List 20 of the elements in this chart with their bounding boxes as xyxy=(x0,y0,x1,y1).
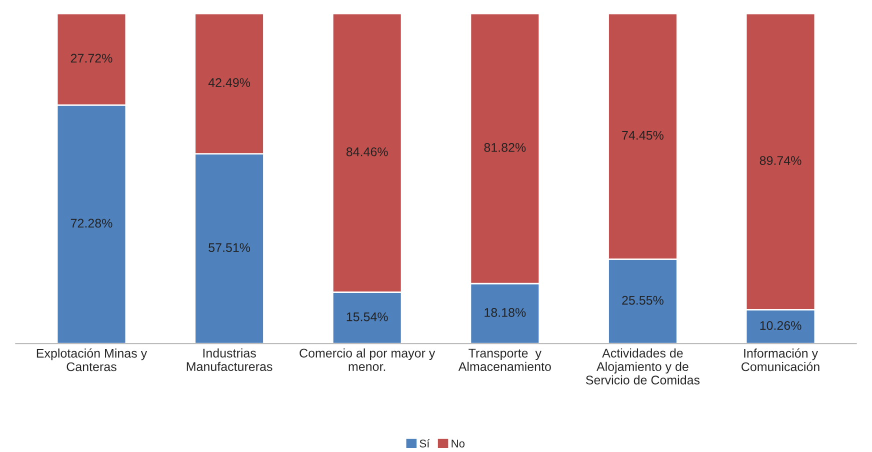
data-label: 89.74% xyxy=(760,156,802,165)
legend-label: No xyxy=(452,440,465,448)
data-label: 15.54% xyxy=(346,312,388,322)
x-tick-label: Industrias Manufactureras xyxy=(186,348,272,372)
data-label: 10.26% xyxy=(760,321,802,330)
data-label: 42.49% xyxy=(208,78,250,88)
x-tick-label: Información y Comunicación xyxy=(742,348,820,372)
legend-label: Sí xyxy=(420,439,430,448)
data-label: 25.55% xyxy=(622,296,664,305)
data-label: 74.45% xyxy=(622,130,664,140)
data-label: 84.46% xyxy=(346,147,388,156)
data-label: 18.18% xyxy=(484,308,526,317)
data-label: 27.72% xyxy=(70,54,112,63)
data-label: 81.82% xyxy=(484,143,526,152)
x-tick-label: Comercio al por mayor y menor. xyxy=(300,348,436,372)
x-tick-label: Explotación Minas y Canteras xyxy=(36,348,148,372)
x-tick-label: Transporte y Almacenamiento xyxy=(458,348,551,372)
x-tick-label: Actividades de Alojamiento y de Servicio de Comidas xyxy=(586,348,700,384)
data-label: 72.28% xyxy=(70,218,112,228)
data-label: 57.51% xyxy=(208,243,250,252)
